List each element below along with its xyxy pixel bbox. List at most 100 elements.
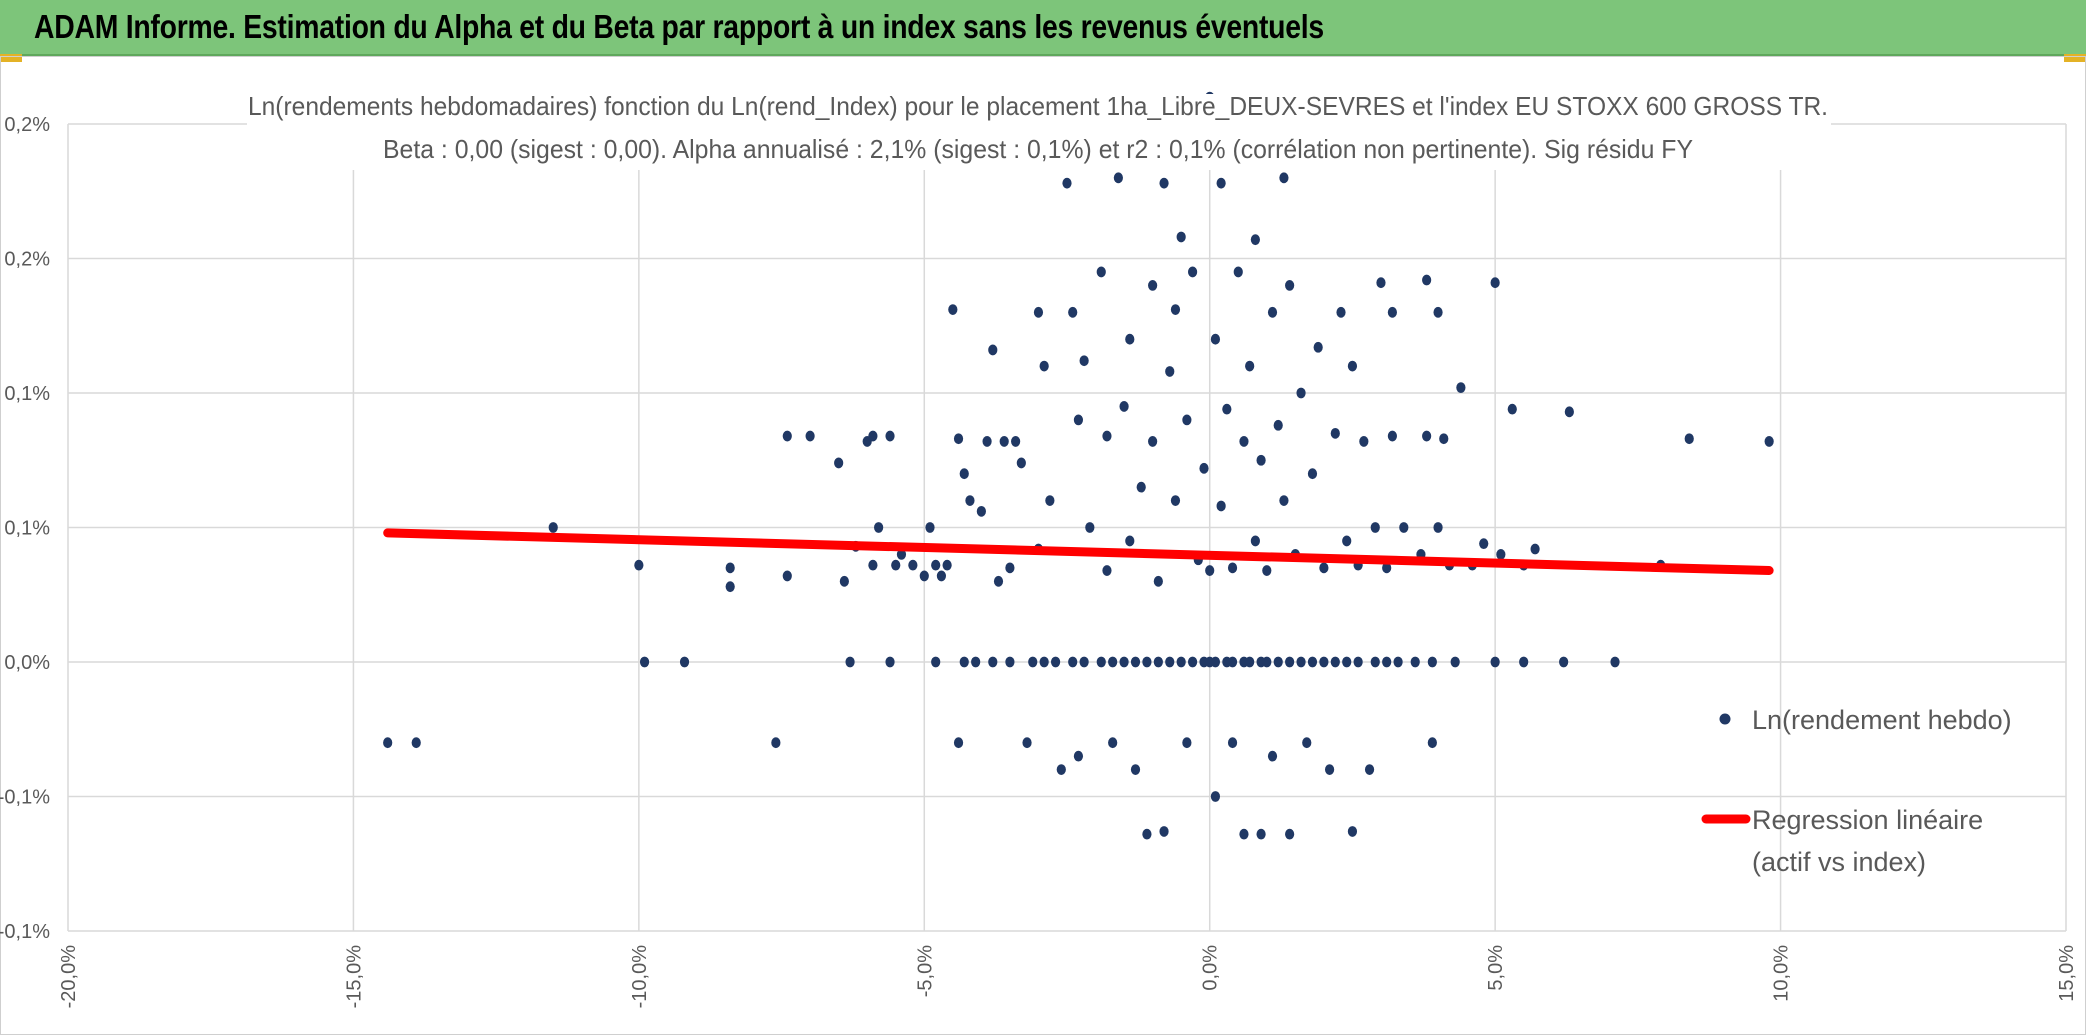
data-point (908, 559, 918, 571)
data-point (1347, 826, 1358, 837)
data-point (1285, 828, 1295, 840)
data-point (1119, 656, 1129, 668)
data-point (639, 656, 650, 668)
data-point (1256, 828, 1266, 840)
data-point (1262, 656, 1272, 668)
data-point (1148, 436, 1158, 447)
data-point (925, 522, 935, 533)
data-point (1222, 403, 1232, 415)
data-point (725, 562, 735, 574)
data-point (1159, 177, 1169, 189)
data-point (1125, 333, 1135, 345)
x-axis-labels: -20,0% -15,0% -10,0% -5,0% 0,0% 5,0% 10,0% 15,0… (58, 945, 2078, 1009)
data-point (1239, 436, 1249, 447)
data-point (1153, 656, 1163, 668)
data-point (1022, 737, 1032, 749)
data-point (1148, 280, 1158, 291)
data-point (1096, 266, 1106, 278)
data-point (1427, 737, 1437, 749)
data-point (931, 656, 941, 668)
data-point (1153, 575, 1163, 587)
data-point (1170, 304, 1181, 316)
data-point (1422, 274, 1432, 286)
y-axis-labels: -0,1% -0,1% 0,0% 0,1% 0,1% 0,2% 0,2% (0, 114, 50, 943)
data-point (1422, 430, 1432, 442)
y-tick-label: 0,2% (4, 114, 50, 136)
data-point (1273, 419, 1283, 431)
data-point (1370, 656, 1380, 668)
data-point (1370, 522, 1380, 533)
data-point (1125, 535, 1135, 547)
data-point (1342, 535, 1352, 547)
data-point (1102, 430, 1112, 442)
data-point (959, 656, 969, 668)
data-point (1296, 387, 1306, 399)
data-point (1165, 366, 1175, 377)
data-point (1068, 306, 1078, 318)
data-point (1033, 306, 1044, 318)
data-point (1393, 656, 1403, 668)
corner-marker-right (2064, 54, 2086, 62)
data-point (1530, 543, 1540, 555)
data-point (1250, 234, 1260, 246)
data-point (868, 430, 878, 442)
data-point (976, 505, 986, 517)
regression-line (383, 528, 1774, 576)
data-point (936, 570, 947, 582)
data-point (1005, 562, 1015, 574)
data-point (885, 430, 895, 442)
data-point (411, 737, 421, 749)
data-point (1353, 656, 1363, 668)
data-point (1085, 522, 1095, 533)
data-point (1210, 333, 1221, 345)
data-point (1170, 495, 1181, 506)
data-point (1764, 436, 1774, 447)
data-point (1347, 360, 1358, 372)
data-point (1216, 177, 1226, 189)
data-point (1227, 656, 1238, 668)
y-tick-label: 0,0% (4, 652, 50, 674)
data-point (1079, 355, 1089, 367)
data-point (1182, 414, 1192, 426)
data-point (931, 559, 941, 571)
data-point (1564, 406, 1574, 418)
data-point (1267, 750, 1278, 762)
data-point (1199, 462, 1209, 474)
data-point (1056, 764, 1066, 775)
data-point (896, 549, 907, 560)
data-point (1245, 360, 1255, 372)
data-point (1142, 656, 1152, 668)
data-point (1130, 764, 1141, 775)
data-point (1039, 360, 1049, 372)
data-point (1050, 656, 1061, 668)
data-point (885, 656, 895, 668)
data-point (1307, 656, 1318, 668)
data-point (971, 656, 981, 668)
data-point (1011, 436, 1021, 447)
data-point (1479, 538, 1489, 550)
data-point (1324, 764, 1335, 775)
data-point (1079, 656, 1089, 668)
data-point (1410, 656, 1420, 668)
data-point (993, 575, 1004, 587)
data-point (1387, 306, 1397, 318)
data-point (548, 522, 558, 533)
data-point (1016, 457, 1026, 469)
corner-marker-left (0, 54, 22, 62)
y-tick-label: -0,1% (0, 921, 50, 943)
data-point (1273, 656, 1283, 668)
data-point (1210, 791, 1221, 802)
data-point (679, 656, 690, 668)
y-tick-label: 0,2% (4, 249, 50, 271)
data-point (999, 436, 1009, 447)
legend-label-line-2: (actif vs index) (1752, 847, 1926, 877)
data-point (1073, 414, 1084, 426)
data-point (1285, 656, 1295, 668)
data-point (1136, 481, 1146, 493)
data-point (1427, 656, 1437, 668)
data-point (1028, 656, 1038, 668)
data-point (1119, 401, 1129, 412)
data-point (805, 430, 815, 442)
y-tick-label: -0,1% (0, 787, 50, 809)
